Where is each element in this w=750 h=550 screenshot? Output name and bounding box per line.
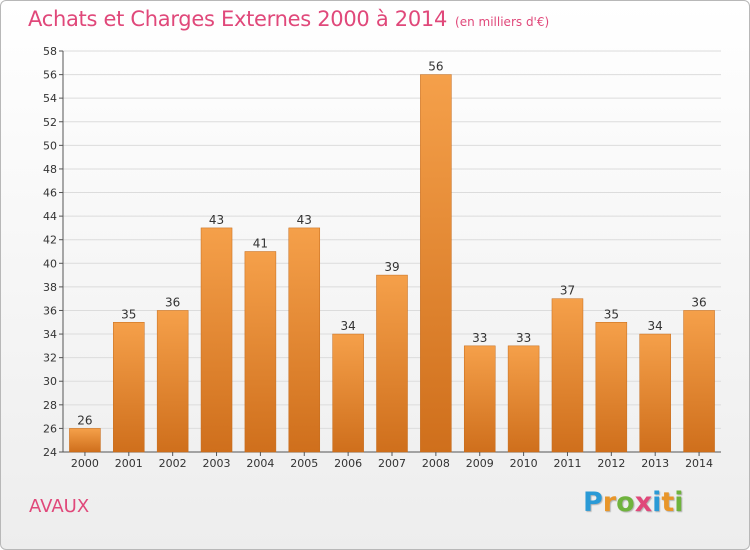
data-label: 34 xyxy=(648,319,663,333)
x-tick-label: 2005 xyxy=(290,457,318,470)
bar-2010 xyxy=(507,345,540,453)
x-tick-label: 2011 xyxy=(553,457,581,470)
data-labels: 26 35 36 43 41 43 34 39 56 33 33 37 35 34 36 xyxy=(77,60,706,428)
y-tick-label: 40 xyxy=(43,257,57,270)
x-tick-label: 2012 xyxy=(597,457,625,470)
commune-name: AVAUX xyxy=(29,496,90,517)
x-axis-ticks: 2000 2001 2002 2003 2004 2005 2006 2007 2008 2009… xyxy=(71,452,713,470)
data-label: 43 xyxy=(209,213,224,227)
logo-letter: o xyxy=(616,487,635,518)
logo-letter: x xyxy=(634,487,653,518)
data-label: 35 xyxy=(604,307,619,321)
y-tick-label: 26 xyxy=(43,422,57,435)
bar-2011 xyxy=(551,298,584,453)
data-label: 26 xyxy=(77,413,92,427)
bar-2001 xyxy=(113,322,145,453)
data-label: 36 xyxy=(165,295,180,309)
x-tick-label: 2010 xyxy=(510,457,538,470)
data-label: 41 xyxy=(253,237,268,251)
y-tick-label: 42 xyxy=(43,234,57,247)
y-tick-label: 34 xyxy=(43,328,57,341)
bar-2013 xyxy=(639,333,671,453)
x-tick-label: 2008 xyxy=(422,457,450,470)
y-tick-label: 50 xyxy=(43,139,57,152)
chart-title-unit: (en milliers d'€) xyxy=(455,15,550,29)
data-label: 33 xyxy=(472,331,487,345)
logo-letter: r xyxy=(602,487,617,518)
bar-2003 xyxy=(200,227,233,453)
x-tick-label: 2006 xyxy=(334,457,362,470)
chart-title: Achats et Charges Externes 2000 à 2014 (e… xyxy=(28,7,549,31)
y-tick-label: 58 xyxy=(43,45,57,58)
bars xyxy=(69,74,715,453)
y-tick-label: 30 xyxy=(43,375,57,388)
x-tick-label: 2004 xyxy=(246,457,274,470)
bar-2002 xyxy=(156,310,189,453)
y-tick-label: 56 xyxy=(43,69,57,82)
y-tick-label: 36 xyxy=(43,304,57,317)
y-tick-label: 28 xyxy=(43,399,57,412)
data-label: 34 xyxy=(340,319,355,333)
bar-2008 xyxy=(420,74,452,453)
chart-title-text: Achats et Charges Externes 2000 à 2014 xyxy=(28,7,448,31)
logo-letter: t xyxy=(661,487,675,518)
data-label: 33 xyxy=(516,331,531,345)
y-tick-label: 46 xyxy=(43,187,57,200)
bar-2006 xyxy=(332,333,364,453)
x-tick-label: 2007 xyxy=(378,457,406,470)
x-tick-label: 2003 xyxy=(203,457,231,470)
logo-letter: i xyxy=(652,487,662,518)
y-tick-label: 38 xyxy=(43,281,57,294)
x-tick-label: 2013 xyxy=(641,457,669,470)
data-label: 35 xyxy=(121,307,136,321)
bar-2000 xyxy=(69,428,101,453)
bar-2004 xyxy=(244,251,277,453)
x-tick-label: 2002 xyxy=(159,457,187,470)
data-label: 39 xyxy=(384,260,399,274)
y-tick-label: 48 xyxy=(43,163,57,176)
y-axis-ticks: 24 26 28 30 32 34 36 38 40 42 44 46 48 50 52 54 56 58 xyxy=(43,45,63,459)
data-label: 43 xyxy=(297,213,312,227)
y-tick-label: 32 xyxy=(43,352,57,365)
bar-2014 xyxy=(683,310,715,453)
data-label: 37 xyxy=(560,284,575,298)
x-tick-label: 2014 xyxy=(685,457,713,470)
bar-2009 xyxy=(463,345,496,453)
x-tick-label: 2001 xyxy=(115,457,143,470)
y-tick-label: 44 xyxy=(43,210,57,223)
bar-2007 xyxy=(376,274,408,453)
data-label: 36 xyxy=(691,295,706,309)
y-tick-label: 54 xyxy=(43,92,57,105)
bar-2005 xyxy=(288,227,321,453)
y-tick-label: 52 xyxy=(43,116,57,129)
proxiti-logo[interactable]: Proxiti xyxy=(583,487,684,518)
logo-letter: P xyxy=(583,487,603,518)
y-tick-label: 24 xyxy=(43,446,57,459)
logo-letter: i xyxy=(674,487,684,518)
x-tick-label: 2000 xyxy=(71,457,99,470)
data-label: 56 xyxy=(428,60,443,74)
bar-2012 xyxy=(595,322,628,453)
x-tick-label: 2009 xyxy=(466,457,494,470)
